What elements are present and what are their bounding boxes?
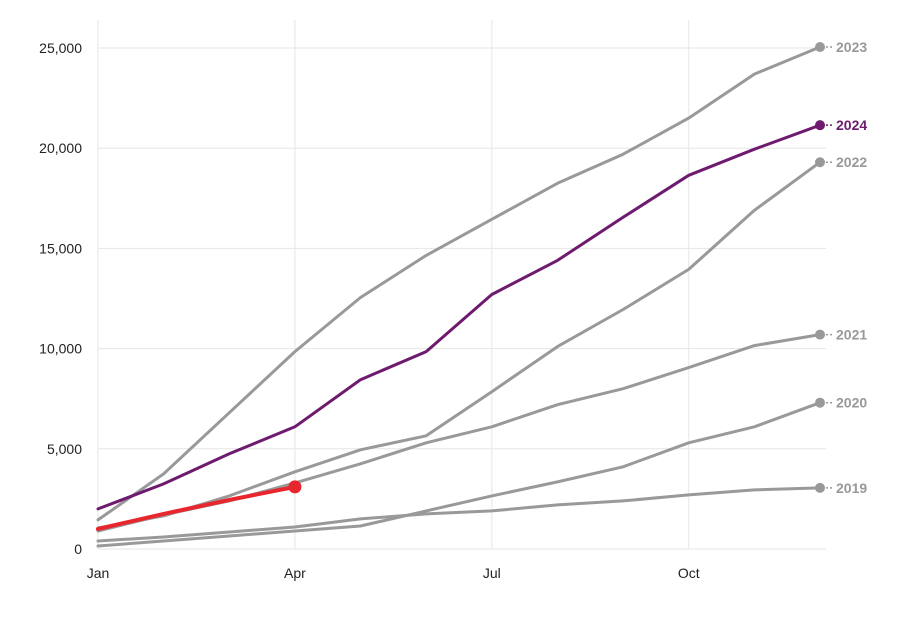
x-tick-label: Apr	[284, 565, 306, 581]
series-line-2019	[96, 486, 822, 543]
y-tick-label: 10,000	[39, 341, 82, 357]
series-end-dot-2021	[815, 329, 825, 340]
y-tick-label: 0	[74, 541, 82, 557]
x-tick-label: Jan	[87, 565, 110, 581]
series-end-label-2021: 2021	[836, 327, 867, 343]
series-end-dot-2022	[815, 157, 825, 168]
series-line-2024	[96, 123, 822, 511]
x-tick-label: Oct	[678, 565, 700, 581]
y-tick-label: 25,000	[39, 40, 82, 56]
series-end-dot-2024	[815, 120, 825, 131]
series-end-dot-2020	[815, 397, 825, 408]
y-tick-label: 15,000	[39, 240, 82, 256]
axis-labels: 0 5,000 10,000 15,000 20,000 25,000 Jan Apr Jul O…	[39, 40, 700, 581]
series-line-2023	[96, 45, 822, 522]
series-lines	[96, 45, 822, 548]
end-labels: 2023 2024 2022 2021 2020 2019	[815, 39, 867, 496]
series-end-label-2023: 2023	[836, 39, 867, 55]
current-year-series	[96, 480, 302, 531]
series-end-label-2019: 2019	[836, 480, 867, 496]
x-tick-label: Jul	[483, 565, 501, 581]
series-end-dot-2019	[815, 482, 825, 493]
series-line-2020	[96, 401, 822, 548]
series-end-label-2022: 2022	[836, 154, 867, 170]
y-tick-label: 20,000	[39, 140, 82, 156]
series-end-label-2020: 2020	[836, 395, 867, 411]
series-line-2022	[96, 160, 822, 530]
current-series-line	[96, 484, 297, 531]
series-end-dot-2023	[815, 41, 825, 52]
y-tick-label: 5,000	[47, 441, 82, 457]
grid-lines	[97, 20, 826, 550]
series-end-label-2024: 2024	[836, 117, 867, 133]
current-series-end-dot	[288, 480, 302, 494]
